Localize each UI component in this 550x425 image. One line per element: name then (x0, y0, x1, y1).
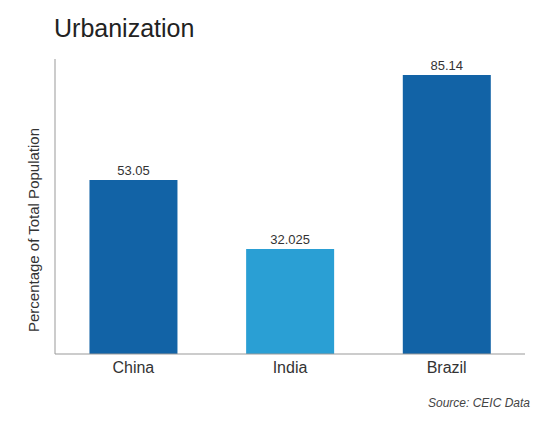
svg-text:85.14: 85.14 (431, 58, 464, 73)
svg-text:53.05: 53.05 (117, 163, 150, 178)
svg-text:India: India (273, 359, 308, 376)
svg-text:China: China (112, 359, 154, 376)
svg-text:32.025: 32.025 (270, 232, 310, 247)
svg-text:Brazil: Brazil (427, 359, 467, 376)
html-text:Urbanization: Urbanization (54, 14, 195, 42)
html-text:Source: CEIC Data: Source: CEIC Data (428, 396, 530, 410)
html-text:Percentage of Total Population: Percentage of Total Population (24, 128, 42, 332)
